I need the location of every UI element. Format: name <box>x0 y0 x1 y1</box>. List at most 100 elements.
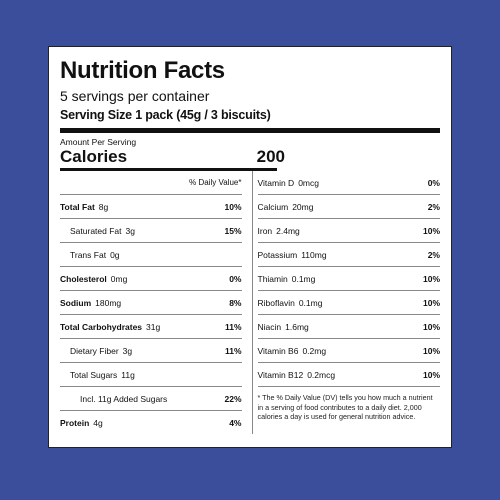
nutrient-row: Vitamin B12 0.2mcg 10% <box>257 363 440 387</box>
nutrient-daily-value: 2% <box>427 249 440 260</box>
nutrient-amount: 1.6mg <box>285 321 309 332</box>
nutrient-daily-value: 10% <box>422 297 440 308</box>
nutrient-daily-value: 10% <box>422 225 440 236</box>
daily-value-header: % Daily Value* <box>189 178 242 187</box>
nutrient-row: Potassium 110mg 2% <box>257 243 440 267</box>
nutrient-name-group: Incl. 11g Added Sugars <box>60 394 171 404</box>
nutrient-name: Trans Fat <box>70 249 107 260</box>
nutrient-name: Total Fat <box>60 201 95 212</box>
daily-value-header-row: % Daily Value* <box>60 171 242 195</box>
nutrient-daily-value: 0% <box>427 177 440 188</box>
nutrient-name: Vitamin D <box>257 177 295 188</box>
nutrient-name-group: Total Sugars 11g <box>60 370 135 380</box>
nutrient-amount: 0.2mg <box>302 345 327 356</box>
nutrient-amount: 20mg <box>292 201 314 212</box>
nutrient-amount: 180mg <box>95 297 122 308</box>
calories-divider <box>60 168 277 171</box>
nutrient-amount: 2.4mg <box>276 225 300 236</box>
nutrient-row: Incl. 11g Added Sugars 22% <box>60 387 242 411</box>
footnote: * The % Daily Value (DV) tells you how m… <box>257 393 433 421</box>
nutrient-daily-value: 15% <box>224 225 242 236</box>
nutrient-amount: 0mcg <box>298 177 319 188</box>
nutrient-amount: 110mg <box>301 249 327 260</box>
nutrient-name-group: Total Carbohydrates 31g <box>60 322 160 332</box>
calories-label: Calories <box>60 147 128 166</box>
nutrient-daily-value: 8% <box>229 297 242 308</box>
nutrient-amount: 4g <box>93 417 103 428</box>
nutrient-name-group: Niacin 1.6mg <box>258 322 309 332</box>
nutrient-name: Total Sugars <box>70 369 118 380</box>
nutrient-row: Cholesterol 0mg 0% <box>60 267 242 291</box>
nutrient-row: Dietary Fiber 3g 11% <box>60 339 242 363</box>
nutrient-daily-value: 10% <box>422 273 440 284</box>
nutrient-row: Iron 2.4mg 10% <box>257 219 440 243</box>
nutrient-name: Vitamin B12 <box>257 369 304 380</box>
serving-size: Serving Size 1 pack (45g / 3 biscuits) <box>60 108 271 122</box>
vitamin-mineral-list: Vitamin D 0mcg 0% Calcium 20mg 2% Iron 2.4mg 10%… <box>257 171 440 387</box>
nutrient-daily-value: 11% <box>224 321 242 332</box>
nutrient-name-group: Trans Fat 0g <box>60 250 120 260</box>
nutrient-row: Vitamin D 0mcg 0% <box>257 171 440 195</box>
thick-divider <box>60 128 440 133</box>
nutrient-daily-value: 10% <box>422 345 440 356</box>
nutrient-daily-value: 11% <box>224 345 242 356</box>
nutrient-daily-value: 2% <box>427 201 440 212</box>
label-title: Nutrition Facts <box>60 57 225 84</box>
nutrient-daily-value: 10% <box>224 201 242 212</box>
nutrient-amount: 3g <box>122 345 133 356</box>
nutrient-amount: 0.1mg <box>298 297 323 308</box>
nutrient-name-group: Calcium 20mg <box>258 202 314 212</box>
nutrient-name: Incl. 11g Added Sugars <box>80 393 168 404</box>
nutrient-name: Protein <box>60 417 90 428</box>
nutrient-amount: 31g <box>146 321 161 332</box>
nutrient-name: Saturated Fat <box>70 225 122 236</box>
nutrient-name: Niacin <box>257 321 282 332</box>
nutrient-name-group: Riboflavin 0.1mg <box>258 298 323 308</box>
nutrient-row: Vitamin B6 0.2mg 10% <box>257 339 440 363</box>
nutrient-amount: 8g <box>98 201 109 212</box>
amount-per-serving: Amount Per Serving <box>60 137 137 147</box>
nutrient-row: Saturated Fat 3g 15% <box>60 219 242 243</box>
nutrient-name: Total Carbohydrates <box>60 321 143 332</box>
nutrient-row: Total Carbohydrates 31g 11% <box>60 315 242 339</box>
nutrient-name-group: Cholesterol 0mg <box>60 274 127 284</box>
nutrient-amount: 0g <box>110 249 120 260</box>
right-nutrient-column: Vitamin D 0mcg 0% Calcium 20mg 2% Iron 2.4mg 10%… <box>251 171 440 434</box>
nutrient-amount: 0mg <box>110 273 128 284</box>
nutrient-amount: 11g <box>121 369 135 380</box>
calories-value: 200 <box>256 147 285 166</box>
servings-per-container: 5 servings per container <box>60 88 210 104</box>
nutrient-row: Riboflavin 0.1mg 10% <box>257 291 440 315</box>
nutrient-name-group: Total Fat 8g <box>60 202 108 212</box>
nutrient-amount: 0.2mcg <box>307 369 336 380</box>
nutrient-name-group: Protein 4g <box>60 418 103 428</box>
nutrient-row: Niacin 1.6mg 10% <box>257 315 440 339</box>
nutrient-name: Cholesterol <box>60 273 107 284</box>
nutrient-name-group: Saturated Fat 3g <box>60 226 135 236</box>
nutrient-daily-value: 10% <box>422 369 440 380</box>
nutrient-name-group: Dietary Fiber 3g <box>60 346 132 356</box>
left-nutrient-column: % Daily Value* Total Fat 8g 10% Saturated F… <box>60 171 242 434</box>
nutrient-name-group: Vitamin D 0mcg <box>258 178 320 188</box>
nutrient-name: Thiamin <box>257 273 288 284</box>
nutrient-name: Potassium <box>257 249 298 260</box>
nutrient-name: Iron <box>257 225 273 236</box>
nutrient-name: Vitamin B6 <box>257 345 299 356</box>
nutrient-name: Sodium <box>60 297 92 308</box>
nutrient-name-group: Thiamin 0.1mg <box>258 274 316 284</box>
nutrient-name-group: Potassium 110mg <box>258 250 327 260</box>
nutrient-amount: 3g <box>125 225 135 236</box>
nutrient-daily-value: 0% <box>229 273 242 284</box>
nutrient-daily-value: 10% <box>422 321 440 332</box>
nutrient-name: Riboflavin <box>257 297 295 308</box>
nutrient-row: Protein 4g 4% <box>60 411 242 434</box>
calories-row: Calories 200 <box>60 147 440 167</box>
nutrient-name-group: Iron 2.4mg <box>258 226 300 236</box>
nutrient-name: Calcium <box>257 201 289 212</box>
nutrient-row: Thiamin 0.1mg 10% <box>257 267 440 291</box>
nutrient-columns: % Daily Value* Total Fat 8g 10% Saturated F… <box>60 171 440 434</box>
nutrient-row: Trans Fat 0g <box>60 243 242 267</box>
nutrient-row: Calcium 20mg 2% <box>257 195 440 219</box>
nutrient-row: Sodium 180mg 8% <box>60 291 242 315</box>
nutrient-row: Total Fat 8g 10% <box>60 195 242 219</box>
